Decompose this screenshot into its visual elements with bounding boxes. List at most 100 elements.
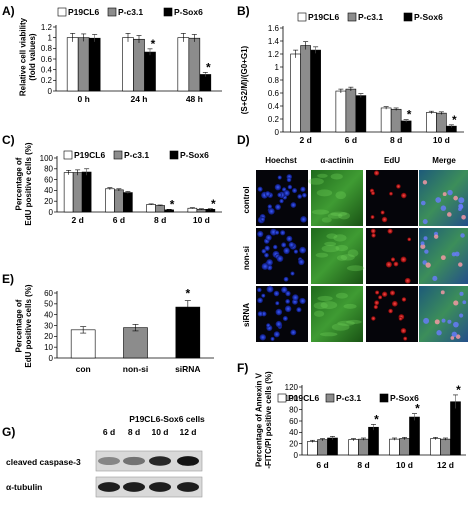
panel-a-category-label: 48 h [186, 94, 203, 104]
blot-band [98, 482, 120, 492]
panel-e-y-axis-label: Percentage of [14, 299, 23, 352]
nucleus-blue [257, 186, 263, 192]
actinin-fiber [315, 252, 329, 258]
panel-b-category-label: 10 d [433, 135, 450, 145]
panel-b-ytick-label: 1.4 [268, 37, 280, 46]
actinin-fiber [319, 332, 338, 337]
merge-nucleus [435, 197, 442, 203]
panel-b-ytick-label: 1.2 [268, 50, 280, 59]
panel-f-ytick-label: 100 [285, 394, 299, 403]
panel-a-legend-label: P-c3.1 [118, 7, 143, 17]
panel-a-bar [177, 37, 190, 92]
edu-nucleus-red [370, 215, 375, 219]
merge-nucleus [422, 219, 428, 225]
edu-nucleus-red [401, 297, 407, 302]
nucleus-blue [266, 259, 273, 266]
panel-a-y-axis-label: (fold values) [28, 33, 37, 80]
panel-c-bar [123, 192, 133, 213]
panel-f-ytick-label: 20 [289, 439, 298, 448]
actinin-fiber [330, 173, 343, 180]
panel-b-legend-swatch [347, 12, 357, 22]
panel-a-legend-label: P-Sox6 [174, 7, 203, 17]
panel-e-ytick-label: 50 [44, 300, 53, 309]
nucleus-blue [283, 276, 289, 282]
nucleus-blue [290, 329, 297, 336]
merge-nucleus [455, 334, 461, 339]
panel-f-significance-star: * [374, 412, 379, 426]
panel-f-y-axis-label: Percentage of Annexin V [254, 372, 263, 467]
panel-b-bar [300, 45, 311, 133]
panel-e-ytick-label: 40 [44, 310, 53, 319]
panel-a-ytick-label: 1 [48, 33, 53, 42]
edu-nucleus-red [400, 327, 407, 334]
panel-b-legend-label: P19CL6 [308, 12, 339, 22]
nucleus-blue [261, 293, 266, 298]
blot-band [149, 456, 171, 466]
panel-e-category-label: con [76, 364, 91, 374]
panel-b-ytick-label: 1.6 [268, 24, 280, 33]
nucleus-blue [284, 305, 292, 313]
panel-c-bar [105, 188, 115, 213]
panel-f-bar [327, 437, 338, 456]
nucleus-blue [261, 248, 267, 254]
panel-f-legend-label: P-c3.1 [336, 393, 361, 403]
edu-nucleus-red [390, 257, 396, 262]
merge-nucleus [461, 214, 466, 220]
actinin-fiber [346, 319, 362, 324]
panel-e-ytick-label: 30 [44, 321, 53, 330]
panel-f-category-label: 12 d [437, 460, 454, 470]
nucleus-blue [257, 230, 264, 238]
nucleus-blue [296, 307, 302, 313]
nucleus-blue [273, 290, 280, 297]
nucleus-blue [297, 194, 303, 199]
edu-nucleus-red [373, 170, 380, 176]
lane-label-8d: 8 d [128, 427, 140, 437]
panel-b-category-label: 2 d [299, 135, 311, 145]
panel-b-bar [290, 53, 301, 133]
edu-nucleus-red [381, 291, 388, 297]
nucleus-blue [274, 184, 282, 191]
panel-f-y-axis-label: -FITC/PI positive cells (%) [264, 371, 273, 469]
merge-nucleus [436, 330, 442, 336]
panel-b-bar [335, 90, 347, 133]
nucleus-blue [276, 255, 284, 263]
panel-a-significance-star: * [206, 60, 211, 74]
panel-c-y-axis-label: EdU positive cells (%) [24, 142, 33, 225]
micrograph-actinin [311, 170, 363, 226]
panel-f-ytick-label: 60 [289, 417, 298, 426]
merge-nucleus [450, 336, 455, 340]
edu-nucleus-red [374, 300, 380, 306]
panel-c-y-axis-label: Percentage of [14, 157, 23, 210]
actinin-fiber [308, 178, 324, 185]
edu-nucleus-red [371, 316, 376, 321]
nucleus-blue [275, 320, 282, 328]
edu-nucleus-red [396, 184, 401, 189]
panel-c-category-label: 2 d [71, 215, 83, 225]
panel-a-ytick-label: 0.4 [41, 65, 53, 74]
panel-a-category-label: 0 h [78, 94, 90, 104]
nucleus-blue [277, 175, 282, 180]
nucleus-blue [272, 244, 278, 250]
actinin-fiber [335, 244, 349, 252]
merge-nucleus [425, 262, 431, 268]
edu-nucleus-red [400, 256, 407, 263]
panel-d-label: D) [237, 133, 250, 147]
panel-f-ytick-label: 120 [285, 383, 299, 392]
nucleus-blue [257, 311, 263, 317]
merge-nucleus [453, 300, 459, 306]
nucleus-blue [274, 204, 281, 211]
panel-b-y-axis-label: (S+G2/M)/(G0+G1) [240, 45, 249, 114]
panel-c-ytick-label: 80 [44, 165, 53, 174]
panel-a-legend-swatch [107, 7, 117, 17]
lane-label-12d: 12 d [179, 427, 196, 437]
nucleus-blue [301, 192, 307, 198]
panel-a-legend-label: P19CL6 [68, 7, 99, 17]
panel-a-bar [77, 37, 90, 92]
column-header-actinin: α-actinin [320, 156, 353, 165]
panel-c-legend-swatch [169, 150, 179, 160]
panel-b-legend-label: P-Sox6 [414, 12, 443, 22]
panel-b-chart: B) 0 0.2 0.4 0.6 0.8 1 1.2 1.4 1.6 (S+G2/M)/(G0+G1… [237, 4, 464, 145]
panel-b-significance-star: * [452, 113, 457, 127]
panel-b-legend-label: P-c3.1 [358, 12, 383, 22]
